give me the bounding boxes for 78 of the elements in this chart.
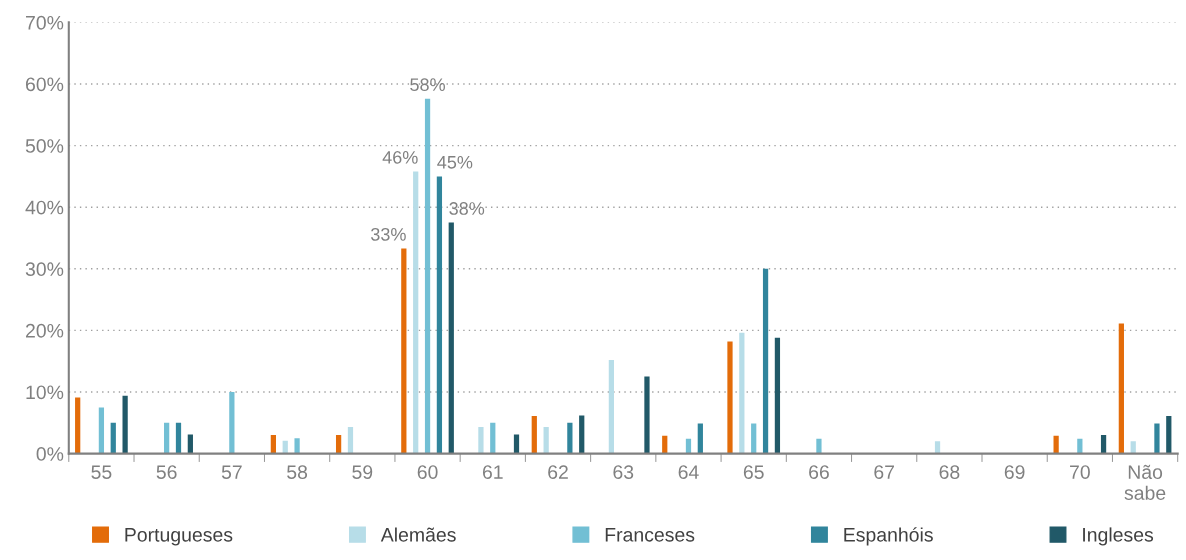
data-label: 38% — [449, 202, 485, 215]
bar — [187, 434, 193, 454]
bar — [164, 422, 170, 454]
bar — [98, 407, 105, 454]
bar — [413, 171, 419, 454]
x-tick-label: 67 — [874, 465, 894, 479]
data-label: 46% — [382, 150, 418, 164]
x-tick-label: 65 — [743, 465, 764, 479]
bar — [448, 222, 454, 454]
y-tick-label: 70% — [26, 15, 64, 30]
y-tick-label: 20% — [25, 323, 64, 338]
bar — [347, 427, 354, 454]
bar — [490, 422, 496, 454]
bar — [685, 438, 692, 454]
data-label: 58% — [410, 78, 445, 92]
bar — [644, 376, 650, 454]
y-tick-label: 40% — [25, 200, 64, 215]
bar — [1053, 435, 1059, 454]
bar — [1154, 423, 1160, 454]
legend-label: Espanhóis — [844, 527, 933, 546]
bar — [335, 435, 342, 454]
bar — [816, 438, 822, 454]
x-tick-label: 68 — [939, 465, 960, 479]
y-tick-label: 60% — [26, 77, 64, 92]
x-tick-label: 58 — [287, 465, 308, 479]
x-tick-label: 59 — [352, 465, 373, 479]
x-tick-label: Não sabe — [1124, 464, 1166, 500]
bar — [75, 397, 81, 454]
bar — [1130, 441, 1136, 454]
legend-label: Portugueses — [125, 528, 233, 546]
bar — [401, 248, 407, 454]
bar — [424, 98, 431, 454]
x-tick-label: 62 — [548, 465, 568, 479]
bar — [567, 422, 573, 454]
bar — [122, 395, 128, 454]
bar — [110, 422, 116, 454]
bar — [513, 434, 520, 454]
bar — [739, 332, 745, 454]
bar — [1166, 416, 1172, 454]
y-tick-label: 50% — [25, 139, 64, 153]
bar — [1100, 435, 1107, 454]
bar — [662, 435, 668, 454]
bar — [531, 416, 537, 454]
bar — [579, 415, 585, 454]
bar — [697, 423, 703, 454]
bar — [774, 337, 781, 454]
x-tick-label: 69 — [1004, 465, 1025, 479]
x-tick-label: 56 — [156, 465, 177, 479]
y-tick-label: 30% — [25, 262, 64, 277]
data-label: 45% — [437, 155, 473, 169]
x-tick-label: 63 — [613, 465, 634, 479]
bar — [934, 441, 941, 454]
bar — [751, 423, 757, 454]
legend-label: Franceses — [605, 528, 695, 542]
x-tick-label: 55 — [91, 465, 112, 479]
y-tick-label: 10% — [26, 385, 64, 400]
bar — [229, 392, 235, 454]
bar — [727, 341, 733, 454]
bar — [294, 438, 300, 454]
bar — [762, 268, 769, 454]
y-tick-label: 0% — [36, 447, 64, 461]
data-label: 33% — [371, 227, 406, 241]
legend-label: Ingleses — [1083, 527, 1154, 546]
x-tick-label: 57 — [221, 465, 242, 479]
x-tick-label: 64 — [678, 465, 699, 479]
x-tick-label: 60 — [417, 465, 438, 479]
bar — [436, 176, 443, 454]
x-tick-label: 61 — [482, 465, 503, 479]
legend-label: Alemães — [380, 527, 456, 542]
x-tick-label: 66 — [809, 465, 829, 479]
bar — [1077, 438, 1083, 454]
bar — [543, 427, 549, 454]
bar — [608, 359, 614, 454]
x-tick-label: 70 — [1070, 465, 1090, 479]
bar — [1118, 323, 1124, 454]
bar — [175, 422, 182, 454]
bar — [478, 427, 484, 454]
bar — [270, 435, 276, 454]
